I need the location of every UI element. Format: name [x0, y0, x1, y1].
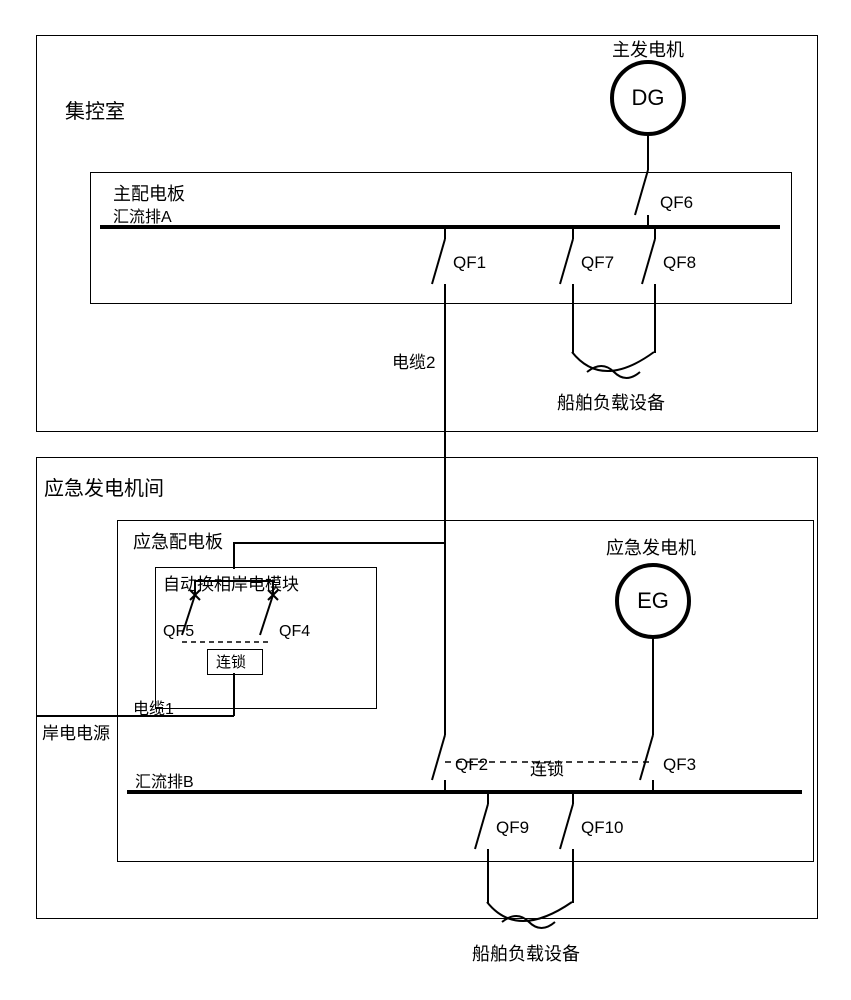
emerg-panel-label: 应急配电板 [133, 528, 223, 554]
emerg-room-label: 应急发电机间 [44, 472, 164, 501]
qf4-label: QF4 [279, 623, 310, 641]
ship-load-1-symbol [562, 340, 674, 390]
auto-out-h [234, 542, 444, 544]
qf10-label: QF10 [581, 818, 624, 838]
qf6-label: QF6 [660, 193, 693, 213]
dg-stem [647, 132, 649, 170]
cable2-line [444, 298, 446, 735]
shore-power-label: 岸电电源 [42, 719, 110, 744]
auto-out-v1 [233, 542, 235, 569]
cable2-label: 电缆2 [392, 348, 435, 373]
ship-load-1-label: 船舶负载设备 [557, 389, 665, 415]
qf2-label: QF2 [455, 755, 488, 775]
control-room-label: 集控室 [65, 95, 125, 124]
dg-text: DG [632, 85, 665, 111]
ship-load-2-label: 船舶负载设备 [472, 940, 580, 966]
qf9-label: QF9 [496, 818, 529, 838]
eg-symbol: EG [615, 563, 691, 639]
bus-b-label: 汇流排B [135, 768, 194, 792]
eg-stem [652, 635, 654, 735]
emerg-gen-label: 应急发电机 [606, 534, 696, 560]
eg-text: EG [637, 588, 669, 614]
bus-a [100, 225, 780, 229]
qf1-label: QF1 [453, 253, 486, 273]
cable1-label: 电缆1 [133, 695, 174, 719]
interlock-1-label: 连锁 [216, 651, 246, 672]
interlock-2-label: 连锁 [530, 755, 564, 780]
dg-symbol: DG [610, 60, 686, 136]
bus-b [127, 790, 802, 794]
qf7-label: QF7 [581, 253, 614, 273]
ship-load-2-symbol [477, 890, 589, 940]
qf5-label: QF5 [163, 623, 194, 641]
qf45-merge-v [233, 673, 235, 716]
interlock-1-line [182, 640, 272, 644]
main-panel-box [90, 172, 792, 304]
auto-module-label: 自动换相岸电模块 [163, 570, 299, 595]
qf8-label: QF8 [663, 253, 696, 273]
main-gen-label: 主发电机 [612, 36, 684, 62]
bus-a-label: 汇流排A [113, 203, 172, 227]
qf3-label: QF3 [663, 755, 696, 775]
